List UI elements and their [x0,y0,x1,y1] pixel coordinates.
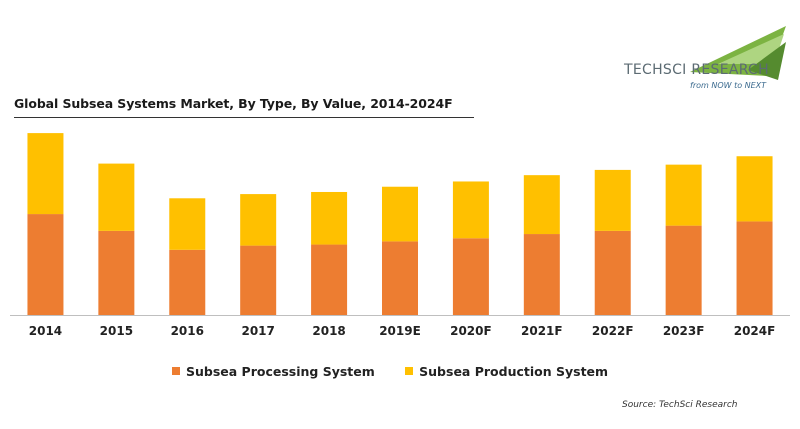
techsci-logo: TECHSCI RESEARCH from NOW to NEXT [618,20,788,95]
bar-production-2016 [169,198,206,250]
chart-title: Global Subsea Systems Market, By Type, B… [14,96,453,111]
bar-processing-2017 [240,245,277,315]
legend-swatch-production [405,367,414,375]
chart-legend: Subsea Processing System Subsea Producti… [172,364,634,379]
bar-production-2015 [98,163,135,231]
bar-processing-2019E [382,241,418,315]
bar-production-2023F [665,164,702,226]
bar-production-2022F [594,169,631,231]
bar-processing-2021F [523,234,560,315]
bar-processing-2018 [311,244,348,315]
bar-processing-2020F [452,238,489,315]
logo-wordmark: TECHSCI RESEARCH [624,62,769,78]
bar-production-2017 [240,194,277,246]
legend-label-production: Subsea Production System [419,364,609,379]
x-tick-label: 2019E [379,324,421,338]
x-tick-label: 2015 [100,324,133,338]
x-tick-label: 2024F [734,324,776,338]
stacked-bar-chart: 2014 2015 2016 2017 2018 2019E 2020F 2021F 2022F… [10,133,790,338]
title-underline [14,117,474,118]
x-tick-label: 2018 [312,324,345,338]
bar-processing-2024F [736,221,773,315]
bar-production-2020F [452,181,489,239]
x-tick-label: 2021F [521,324,563,338]
x-tick-label: 2017 [241,324,274,338]
legend-item-processing: Subsea Processing System [172,364,375,379]
bar-production-2014 [27,133,64,215]
x-tick-label: 2016 [171,324,204,338]
bar-processing-2015 [98,230,135,315]
bar-processing-2014 [27,214,64,315]
bar-production-2019E [382,186,418,242]
bar-processing-2022F [594,230,631,315]
source-note: Source: TechSci Research [622,400,738,410]
legend-swatch-processing [172,367,180,375]
legend-label-processing: Subsea Processing System [186,364,375,379]
bar-production-2018 [311,191,348,245]
logo-swoosh-icon [690,26,786,80]
bar-production-2021F [523,175,560,235]
legend-item-production: Subsea Production System [405,364,608,379]
logo-tagline: from NOW to NEXT [690,81,767,90]
x-tick-label: 2023F [663,324,705,338]
bar-processing-2016 [169,249,206,315]
bar-production-2024F [736,156,773,222]
x-tick-label: 2014 [29,324,62,338]
bar-processing-2023F [665,225,702,315]
x-tick-label: 2020F [450,324,492,338]
x-tick-label: 2022F [592,324,634,338]
